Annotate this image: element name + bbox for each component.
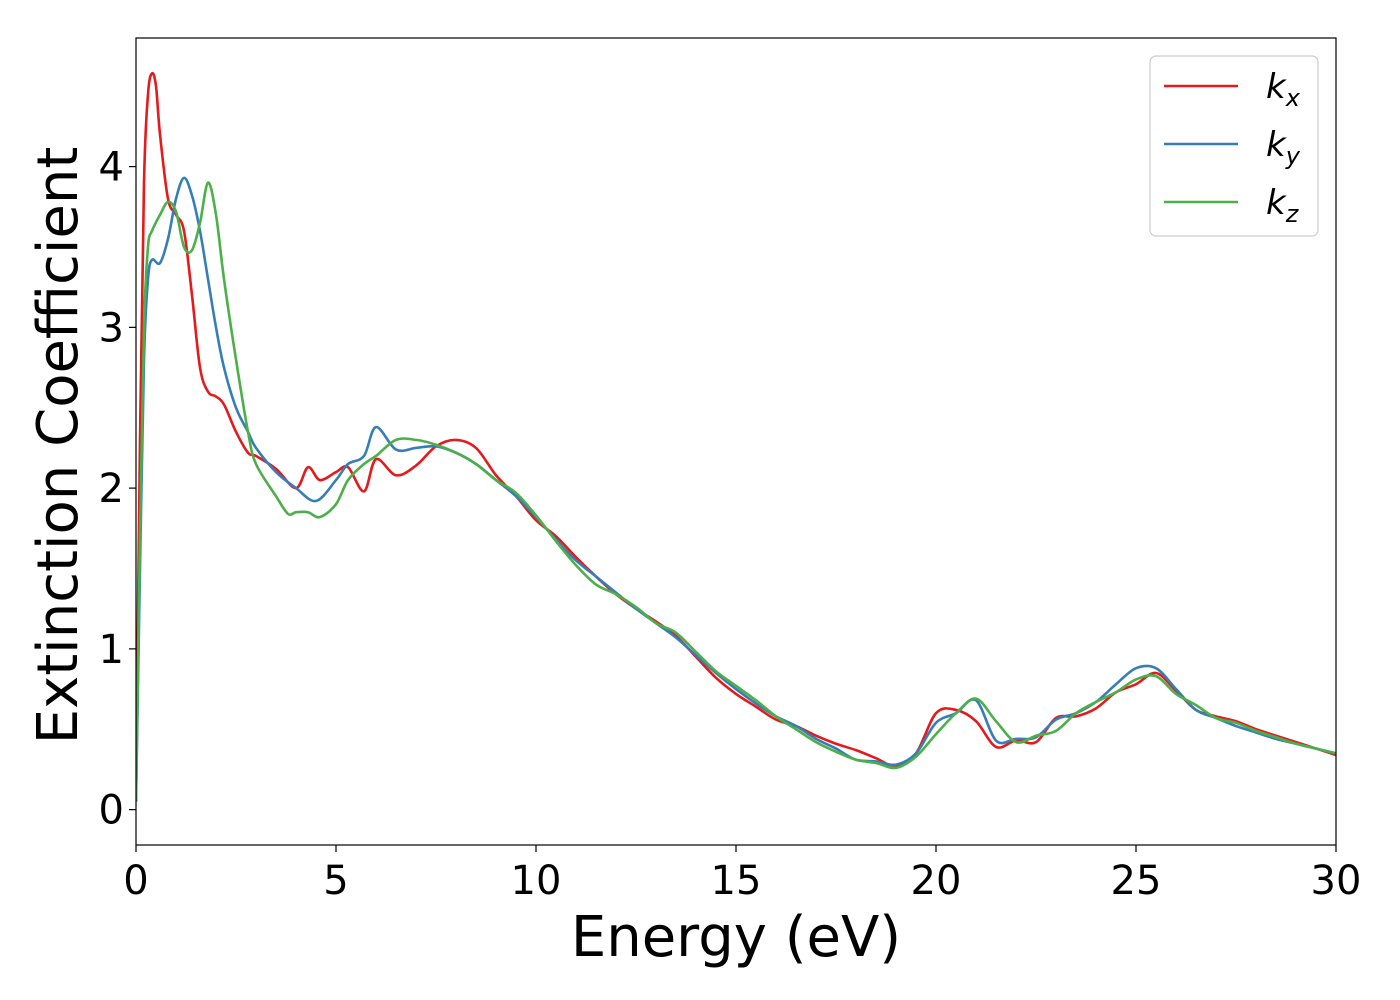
x-tick-label: 5 — [323, 858, 348, 904]
y-tick-label: 3 — [99, 305, 124, 351]
y-tick-label: 4 — [99, 145, 124, 191]
x-axis: 0 5 10 15 20 25 30 — [123, 845, 1361, 904]
x-tick-label: 30 — [1311, 858, 1362, 904]
y-tick-label: 2 — [99, 466, 124, 512]
legend-label: kz — [1266, 183, 1300, 228]
x-tick-label: 25 — [1111, 858, 1162, 904]
series-line-kz — [136, 181, 1336, 802]
y-tick-label: 1 — [99, 627, 124, 673]
series-line-kx — [136, 71, 1336, 802]
plot-lines — [136, 71, 1336, 802]
legend-label: kx — [1266, 67, 1301, 112]
y-axis-label: Extinction Coefficient — [26, 147, 91, 745]
legend: kx ky kz — [1149, 55, 1319, 237]
series-line-ky — [136, 176, 1336, 802]
legend-box — [1149, 55, 1319, 237]
x-tick-label: 0 — [123, 858, 148, 904]
y-tick-label: 0 — [99, 788, 124, 834]
x-axis-label: Energy (eV) — [571, 905, 901, 970]
x-tick-label: 15 — [711, 858, 762, 904]
legend-label: ky — [1266, 125, 1301, 170]
y-axis: 0 1 2 3 4 — [99, 145, 136, 834]
x-tick-label: 10 — [511, 858, 562, 904]
x-tick-label: 20 — [911, 858, 962, 904]
